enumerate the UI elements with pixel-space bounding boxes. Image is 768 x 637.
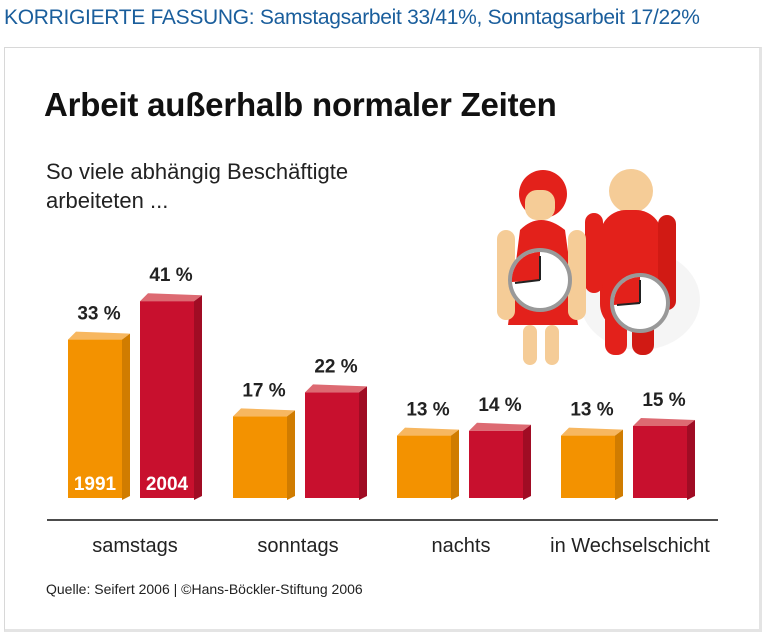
bar-side xyxy=(122,333,130,500)
data-label: 15 % xyxy=(642,390,685,411)
bar-top xyxy=(561,427,623,436)
correction-note: KORRIGIERTE FASSUNG: Samstagsarbeit 33/4… xyxy=(4,6,700,29)
bar-top xyxy=(305,384,367,393)
bar-front xyxy=(140,301,194,498)
data-label: 13 % xyxy=(570,400,613,421)
bar-2004-sonntags xyxy=(305,384,367,500)
bar-front xyxy=(633,426,687,498)
bar-2004-in Wechselschicht xyxy=(633,418,695,500)
bar-side xyxy=(687,420,695,500)
bar-front xyxy=(305,392,359,498)
bar-1991-nachts xyxy=(397,427,459,500)
data-label: 33 % xyxy=(77,304,120,325)
bar-top xyxy=(633,418,695,426)
people-with-clocks-icon xyxy=(497,169,700,365)
bar-side xyxy=(287,410,295,500)
data-label: 41 % xyxy=(149,265,192,286)
bar-top xyxy=(68,331,130,340)
bar-front xyxy=(233,416,287,498)
chart-title: Arbeit außerhalb normaler Zeiten xyxy=(44,86,557,123)
bar-side xyxy=(451,429,459,500)
bar-2004-nachts xyxy=(469,422,531,500)
bar-top xyxy=(233,408,295,417)
legend-label-1991: 1991 xyxy=(74,474,117,495)
bar-top xyxy=(469,422,531,431)
category-label: samstags xyxy=(92,535,178,557)
bar-side xyxy=(359,386,367,500)
bar-1991-samstags xyxy=(68,331,130,500)
bar-1991-in Wechselschicht xyxy=(561,427,623,500)
legend-label-2004: 2004 xyxy=(146,474,189,495)
bar-front xyxy=(397,435,451,498)
category-label: sonntags xyxy=(257,535,338,557)
bar-top xyxy=(140,293,202,302)
source-note: Quelle: Seifert 2006 | ©Hans-Böckler-Sti… xyxy=(46,581,363,597)
bar-2004-samstags xyxy=(140,293,202,500)
chart-subtitle: So viele abhängig Beschäftigte arbeitete… xyxy=(46,159,349,213)
data-label: 22 % xyxy=(314,356,357,377)
data-label: 14 % xyxy=(478,395,521,416)
bar-front xyxy=(561,435,615,498)
bar-top xyxy=(397,427,459,436)
bar-1991-sonntags xyxy=(233,408,295,500)
bar-side xyxy=(523,424,531,500)
category-label: nachts xyxy=(432,535,491,557)
bar-front xyxy=(68,339,122,498)
category-label: in Wechselschicht xyxy=(550,535,710,557)
data-label: 13 % xyxy=(406,400,449,421)
bar-front xyxy=(469,430,523,498)
bar-side xyxy=(615,429,623,500)
bar-side xyxy=(194,295,202,500)
data-label: 17 % xyxy=(242,380,285,401)
